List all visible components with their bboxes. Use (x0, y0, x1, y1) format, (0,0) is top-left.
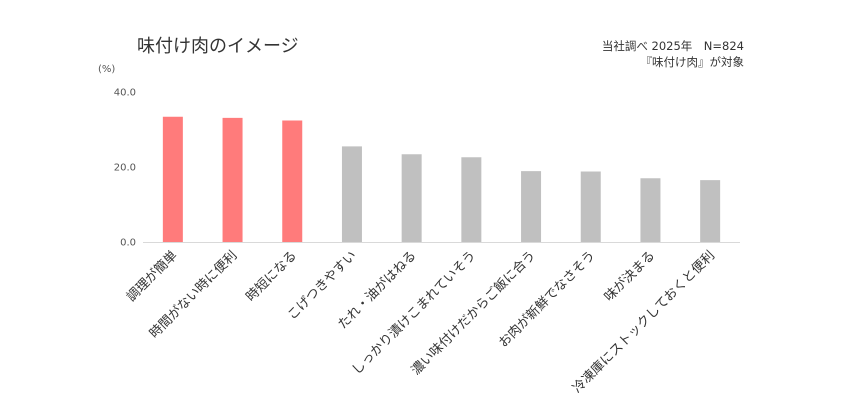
bar (341, 146, 362, 242)
y-tick-label: 20.0 (114, 163, 136, 174)
x-tick-label: しっかり漬けこまれていそう (349, 248, 479, 378)
bar (700, 180, 721, 242)
bar (401, 154, 422, 242)
survey-note-line-2: 『味付け肉』が対象 (640, 55, 745, 69)
bar (461, 157, 482, 242)
y-tick-label: 0.0 (120, 238, 136, 249)
survey-note: 当社調べ 2025年 N=824 『味付け肉』が対象 (602, 38, 744, 70)
x-tick-label: 時短になる (243, 248, 300, 305)
bar (162, 116, 183, 242)
bar (580, 171, 601, 242)
bar (521, 171, 542, 242)
x-tick-label: 味が決まる (602, 248, 659, 305)
chart-title: 味付け肉のイメージ (137, 36, 299, 57)
x-tick-label: 濃い味付けだからご飯に合う (408, 248, 539, 379)
x-tick-label: 調理が簡単 (123, 248, 180, 305)
y-tick-label: 40.0 (114, 88, 136, 99)
x-tick-label: お肉が新鮮でなさそう (495, 248, 598, 351)
survey-note-line-1: 当社調べ 2025年 N=824 (601, 39, 744, 53)
bar (282, 120, 303, 242)
y-axis-unit: (%) (98, 64, 116, 75)
bar (640, 178, 661, 242)
bar (222, 117, 243, 242)
